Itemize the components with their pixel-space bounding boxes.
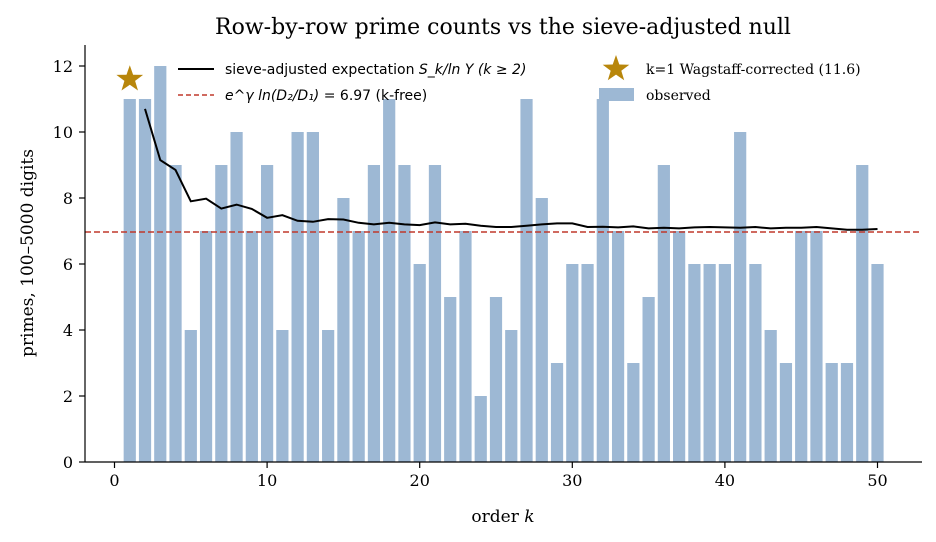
bar-k9 xyxy=(245,231,258,462)
bar-k25 xyxy=(489,297,503,462)
expectation-line xyxy=(144,108,878,231)
bar-k14 xyxy=(322,330,335,462)
chart-title: Row-by-row prime counts vs the sieve-adj… xyxy=(215,15,791,40)
bar-k47 xyxy=(825,363,838,462)
bar-k2 xyxy=(138,99,152,462)
bar-k32 xyxy=(596,99,609,462)
bar-k18 xyxy=(383,99,396,462)
bar-k45 xyxy=(795,231,808,462)
y-tick-label: 4 xyxy=(63,321,73,340)
bar-k13 xyxy=(306,132,319,462)
legend-wagstaff-label: k=1 Wagstaff-corrected (11.6) xyxy=(646,62,861,78)
bar-k43 xyxy=(764,330,777,462)
bar-k31 xyxy=(581,264,594,462)
bar-k23 xyxy=(459,231,472,462)
bar-k48 xyxy=(840,363,854,462)
bar-k49 xyxy=(856,165,869,462)
bar-k1 xyxy=(123,99,136,462)
bar-k46 xyxy=(810,231,823,462)
bar-k22 xyxy=(444,297,457,462)
legend-expectation-label: sieve-adjusted expectation S_k/ln Y (k ≥… xyxy=(225,62,526,78)
bar-k36 xyxy=(657,165,670,462)
x-tick-label: 40 xyxy=(715,471,735,490)
bar-k44 xyxy=(779,363,793,462)
legend-observed-swatch xyxy=(599,88,634,101)
x-axis-label: order k xyxy=(471,507,534,527)
bar-k17 xyxy=(367,165,381,462)
bars-group xyxy=(123,66,884,462)
bar-k19 xyxy=(398,165,411,462)
legend-wagstaff-star xyxy=(602,55,630,81)
bar-k21 xyxy=(428,165,442,462)
bar-k50 xyxy=(871,264,884,462)
bar-k33 xyxy=(611,231,625,462)
bar-k30 xyxy=(566,264,579,462)
bar-k28 xyxy=(535,198,548,462)
bar-k26 xyxy=(505,330,518,462)
bar-k11 xyxy=(276,330,289,462)
bar-k35 xyxy=(642,297,655,462)
x-tick-label: 50 xyxy=(867,471,887,490)
bar-k42 xyxy=(749,264,762,462)
bar-k4 xyxy=(169,165,182,462)
bar-k12 xyxy=(291,132,304,462)
bar-k27 xyxy=(520,99,533,462)
legend-observed-label: observed xyxy=(646,88,711,104)
y-tick-label: 0 xyxy=(63,453,73,472)
bar-k38 xyxy=(688,264,701,462)
bar-k10 xyxy=(260,165,274,462)
x-tick-label: 0 xyxy=(109,471,119,490)
y-tick-label: 12 xyxy=(53,57,73,76)
bar-k5 xyxy=(184,330,197,462)
x-ticks: 0 10 20 30 40 50 xyxy=(109,462,888,490)
y-axis-label: primes, 100–5000 digits xyxy=(18,149,38,357)
bar-k24 xyxy=(474,396,487,462)
y-tick-label: 6 xyxy=(63,255,73,274)
bar-k40 xyxy=(718,264,732,462)
y-tick-label: 8 xyxy=(63,189,73,208)
bar-k8 xyxy=(230,132,243,462)
wagstaff-star-marker xyxy=(116,65,144,91)
legend: sieve-adjusted expectation S_k/ln Y (k ≥… xyxy=(178,55,861,104)
bar-k41 xyxy=(734,132,747,462)
bar-k39 xyxy=(703,264,716,462)
x-tick-label: 20 xyxy=(410,471,430,490)
bar-k34 xyxy=(627,363,640,462)
bar-k15 xyxy=(337,198,350,462)
y-tick-label: 2 xyxy=(63,387,73,406)
y-ticks: 0 2 4 6 8 10 12 xyxy=(53,57,85,472)
legend-kfree-label: e^γ ln(D₂/D₁) = 6.97 (k-free) xyxy=(225,88,427,104)
bar-k29 xyxy=(550,363,564,462)
bar-k7 xyxy=(215,165,228,462)
x-tick-label: 10 xyxy=(257,471,277,490)
bar-k6 xyxy=(199,231,213,462)
bar-k16 xyxy=(352,231,365,462)
bar-k3 xyxy=(154,66,167,462)
bar-k20 xyxy=(413,264,426,462)
bar-k37 xyxy=(673,231,686,462)
x-tick-label: 30 xyxy=(562,471,582,490)
y-tick-label: 10 xyxy=(53,123,73,142)
